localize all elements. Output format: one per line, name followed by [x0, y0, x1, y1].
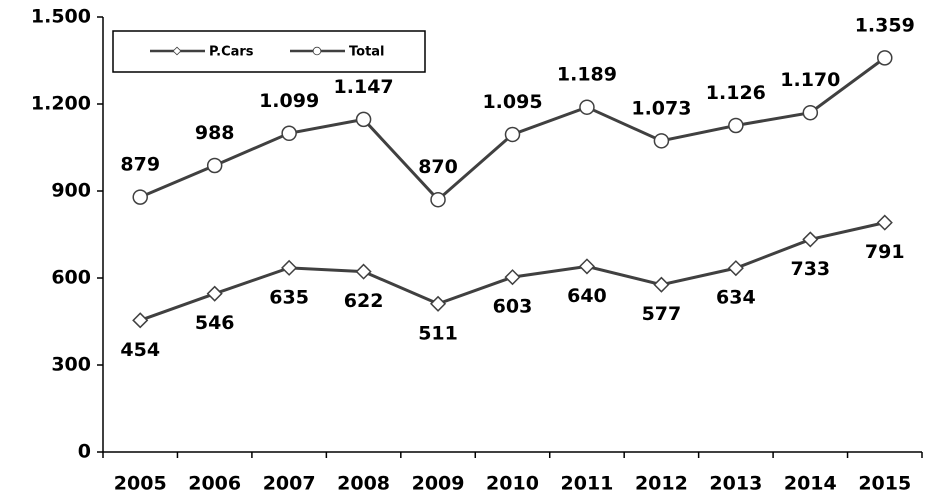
x-tick-label: 2010	[486, 473, 539, 495]
value-label: 511	[418, 322, 458, 344]
point	[802, 104, 819, 121]
value-label: 988	[195, 122, 235, 144]
point	[206, 157, 223, 174]
point	[727, 260, 744, 277]
y-tick-label: 600	[51, 267, 91, 289]
point	[430, 191, 446, 208]
point	[429, 295, 447, 312]
point	[876, 214, 893, 231]
value-label: 454	[120, 339, 160, 361]
value-label: 1.359	[855, 14, 915, 36]
point	[579, 99, 595, 115]
y-tick-label: 0	[78, 441, 91, 463]
value-label: 1.073	[631, 97, 691, 119]
value-label: 870	[418, 156, 458, 178]
point	[355, 111, 372, 128]
point	[504, 126, 521, 143]
value-label: 622	[344, 290, 384, 312]
value-label: 733	[790, 258, 830, 280]
legend-marker	[172, 46, 182, 56]
y-tick-label: 300	[51, 354, 91, 376]
x-tick-label: 2009	[412, 473, 465, 495]
x-tick-label: 2014	[784, 473, 837, 495]
legend-marker	[312, 46, 322, 56]
x-tick-label: 2005	[114, 473, 167, 495]
point	[355, 263, 372, 280]
value-label: 635	[269, 286, 309, 308]
point	[728, 117, 744, 134]
x-tick-label: 2007	[263, 473, 316, 495]
legend-label: Total	[349, 45, 385, 60]
point	[206, 285, 223, 302]
x-tick-label: 2012	[635, 473, 688, 495]
y-tick-label: 1.200	[31, 93, 91, 115]
point	[281, 125, 297, 142]
x-tick-label: 2006	[188, 473, 241, 495]
value-label: 791	[865, 241, 905, 263]
value-label: 1.095	[482, 91, 542, 113]
point	[653, 276, 670, 293]
point	[281, 259, 298, 276]
value-label: 879	[120, 154, 160, 176]
y-tick-label: 900	[51, 180, 91, 202]
point	[132, 312, 149, 329]
x-tick-label: 2015	[858, 473, 911, 495]
point	[578, 258, 596, 275]
value-label: 1.189	[557, 64, 617, 86]
value-label: 640	[567, 285, 607, 307]
point	[504, 269, 521, 286]
point	[802, 231, 819, 248]
point	[877, 50, 893, 66]
y-tick-label: 1.500	[31, 6, 91, 28]
value-label: 577	[642, 303, 682, 325]
value-label: 1.126	[706, 82, 766, 104]
value-label: 546	[195, 312, 235, 334]
x-tick-label: 2013	[709, 473, 762, 495]
value-label: 603	[493, 296, 533, 318]
x-tick-label: 2011	[561, 473, 614, 495]
value-label: 1.147	[334, 76, 394, 98]
value-label: 1.170	[780, 69, 840, 91]
point	[653, 133, 670, 149]
legend-label: P.Cars	[209, 45, 254, 60]
point	[132, 189, 148, 205]
x-tick-label: 2008	[337, 473, 390, 495]
value-label: 634	[716, 287, 756, 309]
value-label: 1.099	[259, 90, 319, 112]
